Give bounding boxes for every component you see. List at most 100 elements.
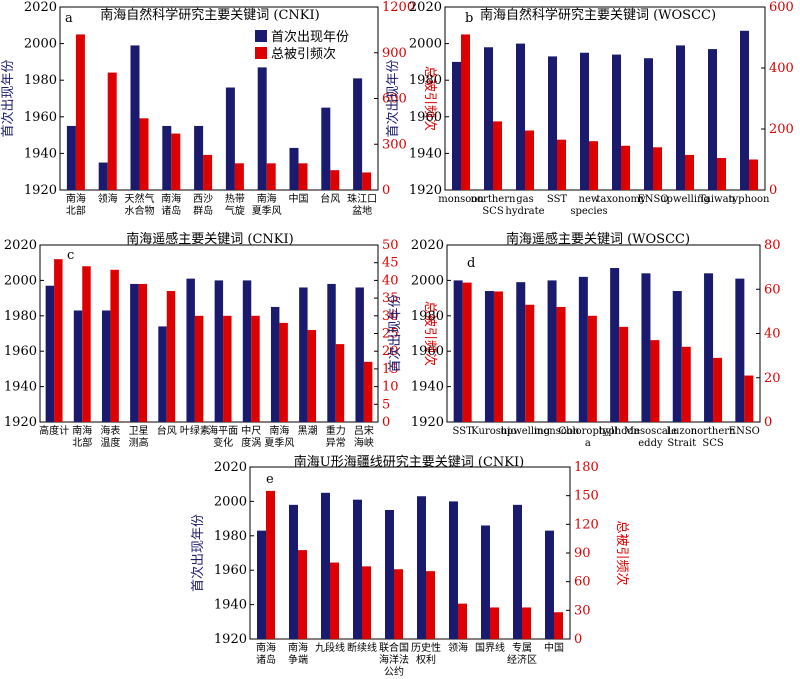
- right-tick-label: 10: [382, 380, 399, 395]
- bar-first-year: [73, 310, 83, 422]
- bar-citations: [461, 34, 470, 191]
- category-label: 叶绿素: [180, 424, 210, 437]
- bar-citations: [298, 550, 307, 639]
- bar-first-year: [453, 280, 463, 422]
- left-tick-label: 1940: [409, 146, 442, 161]
- category-label: a: [585, 438, 591, 449]
- category-label: 南海: [288, 641, 308, 654]
- bar-citations: [171, 133, 181, 190]
- bar-citations: [330, 170, 340, 190]
- bar-citations: [522, 607, 531, 639]
- bar-citations: [653, 147, 662, 190]
- bar-first-year: [610, 268, 620, 422]
- bar-first-year: [449, 501, 458, 639]
- bar-first-year: [270, 306, 280, 422]
- bar-first-year: [548, 56, 557, 190]
- left-tick-label: 1980: [24, 73, 57, 88]
- bar-citations: [279, 322, 288, 422]
- right-tick-label: 0: [574, 632, 582, 647]
- category-label: 夏季风: [264, 437, 294, 449]
- panel-c: 1920 1940 1960 1980 2000 2020 0 5 10 15 20 25 30 35 40…: [4, 231, 438, 449]
- category-label: Kuroshio: [471, 426, 516, 437]
- right-tick-label: 200: [769, 122, 794, 137]
- category-label: 南海: [257, 192, 277, 205]
- bar-first-year: [214, 280, 224, 422]
- right-tick-label: 20: [382, 344, 399, 359]
- left-tick-label: 1940: [411, 380, 444, 395]
- category-label: Strait: [667, 438, 696, 449]
- bar-first-year: [321, 492, 330, 639]
- category-label: 断续线: [347, 641, 377, 654]
- category-label: monsoon: [534, 426, 580, 437]
- category-label: 权利: [416, 653, 436, 666]
- right-tick-label: 0: [769, 183, 777, 198]
- bar-citations: [713, 357, 723, 422]
- bar-citations: [362, 172, 372, 190]
- bar-citations: [298, 163, 308, 190]
- category-label: 海洋法: [379, 653, 409, 666]
- category-label: ENSO: [637, 194, 668, 205]
- left-tick-label: 2000: [214, 494, 247, 509]
- bar-first-year: [66, 125, 76, 190]
- category-label: 盆地: [352, 204, 372, 217]
- left-tick-label: 1960: [4, 344, 37, 359]
- category-label: Taiwan: [699, 194, 736, 205]
- right-tick-label: 90: [574, 546, 591, 561]
- category-label: 领海: [98, 192, 118, 205]
- bar-first-year: [242, 280, 252, 422]
- category-label: typhoon: [729, 194, 771, 205]
- category-label: upwelling: [500, 426, 550, 437]
- category-label: 中国: [544, 641, 564, 654]
- bar-first-year: [353, 499, 362, 639]
- bar-first-year: [704, 273, 714, 422]
- category-label: 公约: [384, 665, 404, 678]
- category-label: 海平面: [208, 424, 238, 437]
- panel-label: c: [67, 248, 74, 263]
- left-tick-label: 1980: [411, 309, 444, 324]
- chart-title: 南海自然科学研究主要关键词 (CNKI): [100, 7, 319, 23]
- category-label: species: [570, 206, 607, 217]
- bar-first-year: [580, 52, 589, 190]
- bar-first-year: [194, 125, 204, 190]
- right-tick-label: 20: [764, 371, 781, 386]
- right-axis-title: 总被引频次: [422, 301, 438, 366]
- left-tick-label: 1920: [4, 415, 37, 430]
- bar-citations: [681, 346, 691, 422]
- left-tick-label: 1980: [4, 309, 37, 324]
- category-label: 争端: [288, 653, 308, 666]
- bar-citations: [223, 315, 232, 422]
- left-tick-label: 2000: [409, 37, 442, 52]
- category-label: new: [579, 194, 600, 205]
- panel-label: b: [465, 11, 473, 26]
- left-tick-label: 1940: [24, 146, 57, 161]
- bar-citations: [266, 163, 276, 190]
- left-tick-label: 1960: [409, 110, 442, 125]
- bar-citations: [587, 315, 597, 422]
- bar-first-year: [353, 78, 363, 190]
- bar-citations: [138, 283, 148, 422]
- bar-citations: [363, 361, 373, 422]
- category-label: Mesoscale: [624, 426, 677, 437]
- bar-citations: [54, 259, 63, 422]
- left-tick-label: 1960: [214, 563, 247, 578]
- category-label: 天然气: [125, 192, 155, 205]
- category-label: 变化: [213, 436, 233, 449]
- panel-label: e: [266, 472, 274, 487]
- category-label: 气旋: [225, 204, 245, 217]
- left-tick-label: 1960: [24, 110, 57, 125]
- bar-citations: [619, 326, 629, 422]
- category-label: 卫星: [129, 425, 149, 437]
- bar-first-year: [735, 278, 745, 422]
- category-label: eddy: [638, 438, 663, 449]
- category-label: SCS: [482, 206, 504, 217]
- legend-label-first-year: 首次出现年份: [271, 29, 349, 45]
- bar-citations: [335, 344, 345, 422]
- right-tick-label: 0: [382, 183, 390, 198]
- left-tick-label: 1960: [411, 344, 444, 359]
- bar-first-year: [641, 273, 651, 422]
- category-label: 国界线: [475, 641, 505, 654]
- plot-frame: [444, 6, 766, 191]
- bar-citations: [717, 157, 726, 190]
- bar-citations: [462, 282, 472, 422]
- chart-title: 南海遥感主要关键词 (WOSCC): [506, 231, 690, 247]
